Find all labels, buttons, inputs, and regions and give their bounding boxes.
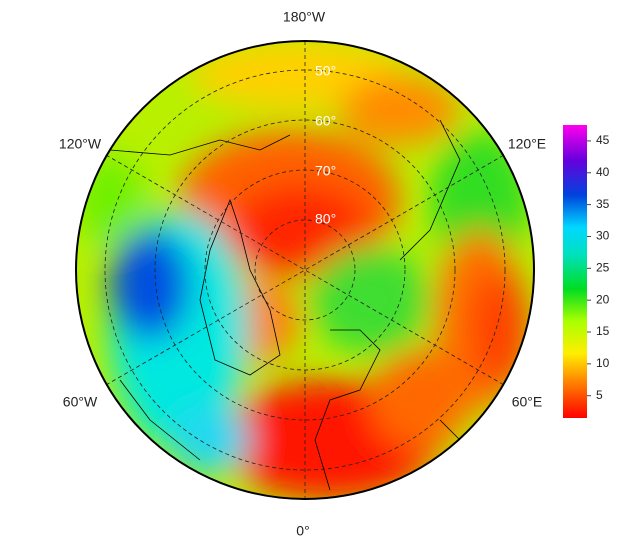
- longitude-label: 120°E: [508, 136, 546, 152]
- colorbar-tick-label: 5: [596, 388, 603, 402]
- colorbar-tick-label: 10: [596, 356, 610, 370]
- colorbar-tick-label: 45: [596, 133, 610, 147]
- longitude-label: 0°: [296, 523, 309, 539]
- latitude-label: 70°: [315, 163, 336, 179]
- colorbar-tick-label: 40: [596, 165, 610, 179]
- longitude-label: 180°W: [283, 9, 326, 25]
- colorbar-tick-label: 25: [596, 260, 610, 274]
- colorbar: [563, 125, 587, 418]
- colorbar-tick-label: 30: [596, 229, 610, 243]
- longitude-label: 60°W: [63, 394, 98, 410]
- latitude-label: 80°: [315, 211, 336, 227]
- longitude-label: 120°W: [59, 136, 102, 152]
- longitude-label: 60°E: [512, 394, 543, 410]
- colorbar-tick-label: 20: [596, 292, 610, 306]
- latitude-label: 60°: [315, 113, 336, 129]
- colorbar-tick-label: 35: [596, 197, 610, 211]
- latitude-label: 50°: [315, 63, 336, 79]
- colorbar-tick-label: 15: [596, 324, 610, 338]
- graticule: [104, 41, 506, 499]
- map-border: [75, 40, 535, 500]
